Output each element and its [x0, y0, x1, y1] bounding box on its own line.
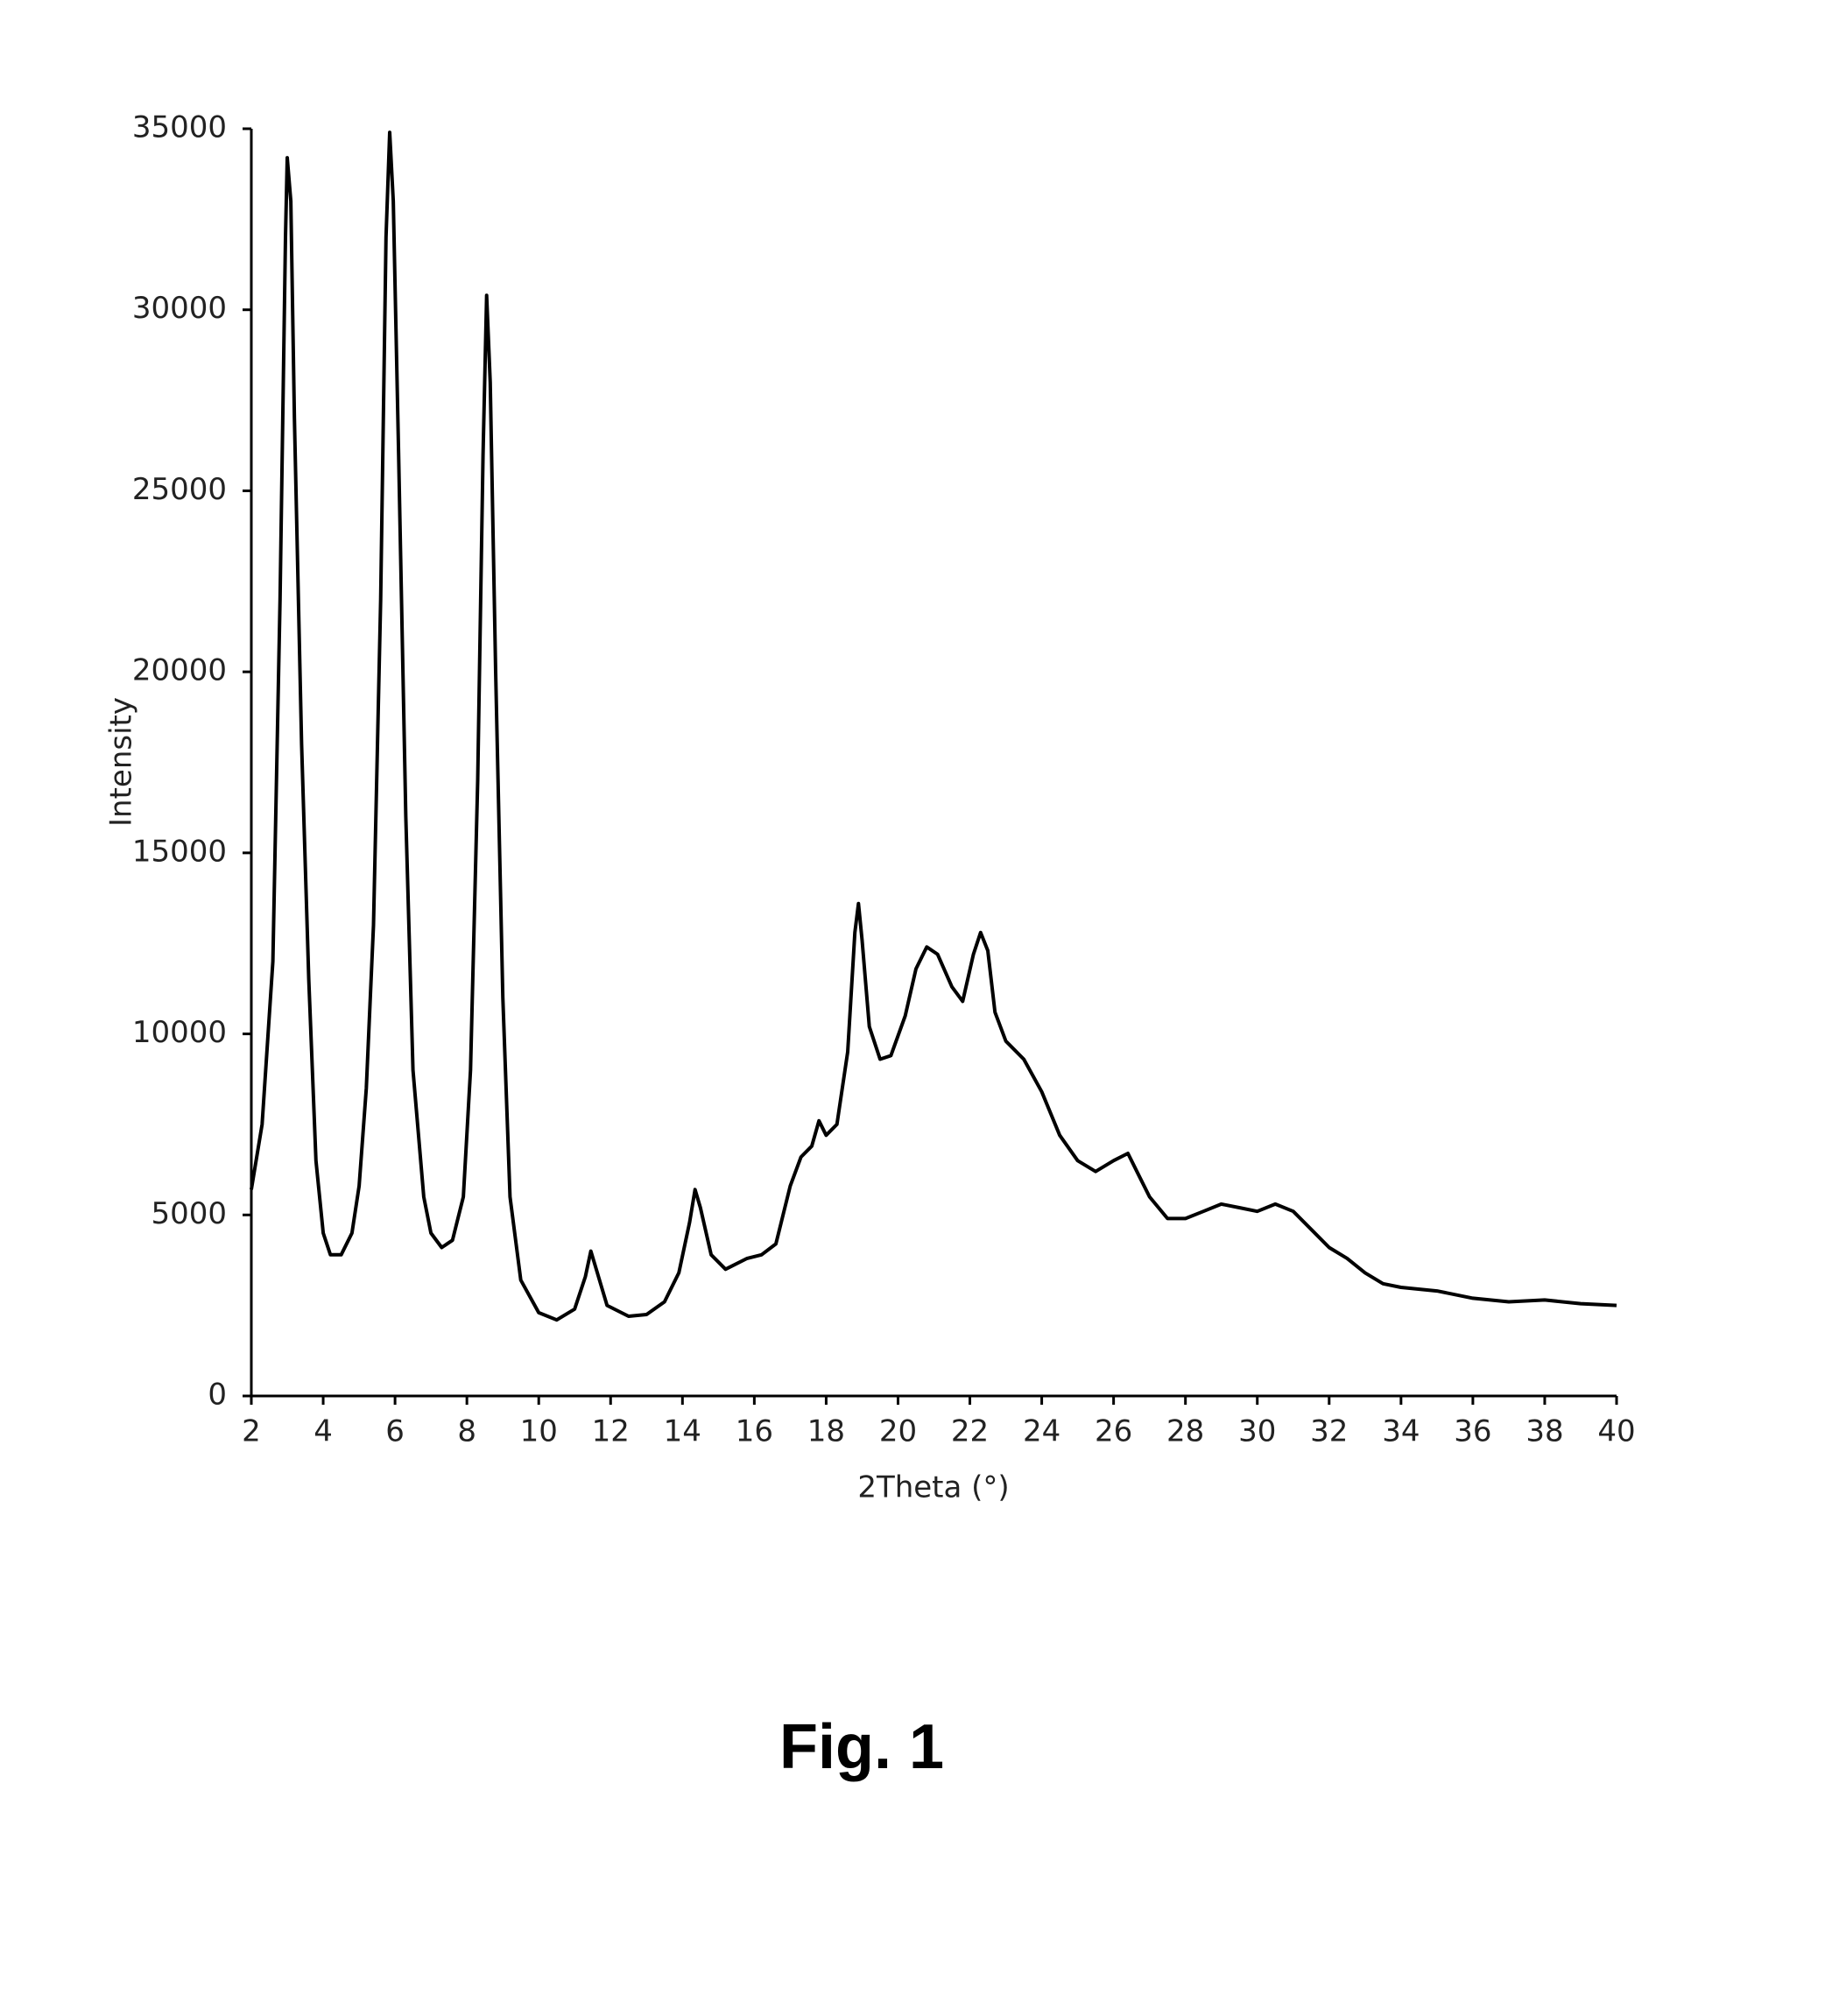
x-tick-label: 8 — [457, 1414, 476, 1449]
x-tick-label: 12 — [592, 1414, 630, 1449]
x-tick-label: 4 — [314, 1414, 333, 1449]
y-tick-label: 25000 — [132, 472, 227, 507]
x-tick-label: 14 — [664, 1414, 701, 1449]
x-axis-title: 2Theta (°) — [857, 1470, 1009, 1505]
y-tick-label: 15000 — [132, 834, 227, 869]
y-tick-label: 35000 — [132, 110, 227, 145]
x-tick-label: 32 — [1310, 1414, 1348, 1449]
y-tick-label: 5000 — [151, 1196, 227, 1231]
y-tick-label: 0 — [208, 1378, 227, 1413]
y-axis-title: Intensity — [104, 697, 139, 827]
x-tick-label: 18 — [807, 1414, 845, 1449]
x-tick-label: 10 — [520, 1414, 558, 1449]
x-tick-label: 22 — [951, 1414, 989, 1449]
x-tick-label: 38 — [1525, 1414, 1563, 1449]
figure-caption: Fig. 1 — [779, 1712, 944, 1782]
y-tick-label: 20000 — [132, 653, 227, 688]
x-tick-label: 2 — [242, 1414, 261, 1449]
x-tick-label: 24 — [1023, 1414, 1060, 1449]
x-tick-label: 26 — [1095, 1414, 1132, 1449]
x-tick-label: 16 — [736, 1414, 773, 1449]
x-tick-label: 30 — [1238, 1414, 1276, 1449]
x-tick-label: 20 — [879, 1414, 917, 1449]
y-tick-label: 30000 — [132, 291, 227, 326]
y-tick-label: 10000 — [132, 1015, 227, 1050]
x-tick-label: 28 — [1166, 1414, 1204, 1449]
data-line — [250, 130, 1617, 1322]
x-tick-label: 40 — [1597, 1414, 1635, 1449]
x-tick-label: 34 — [1382, 1414, 1420, 1449]
x-tick-label: 6 — [385, 1414, 405, 1449]
x-tick-label: 36 — [1454, 1414, 1491, 1449]
